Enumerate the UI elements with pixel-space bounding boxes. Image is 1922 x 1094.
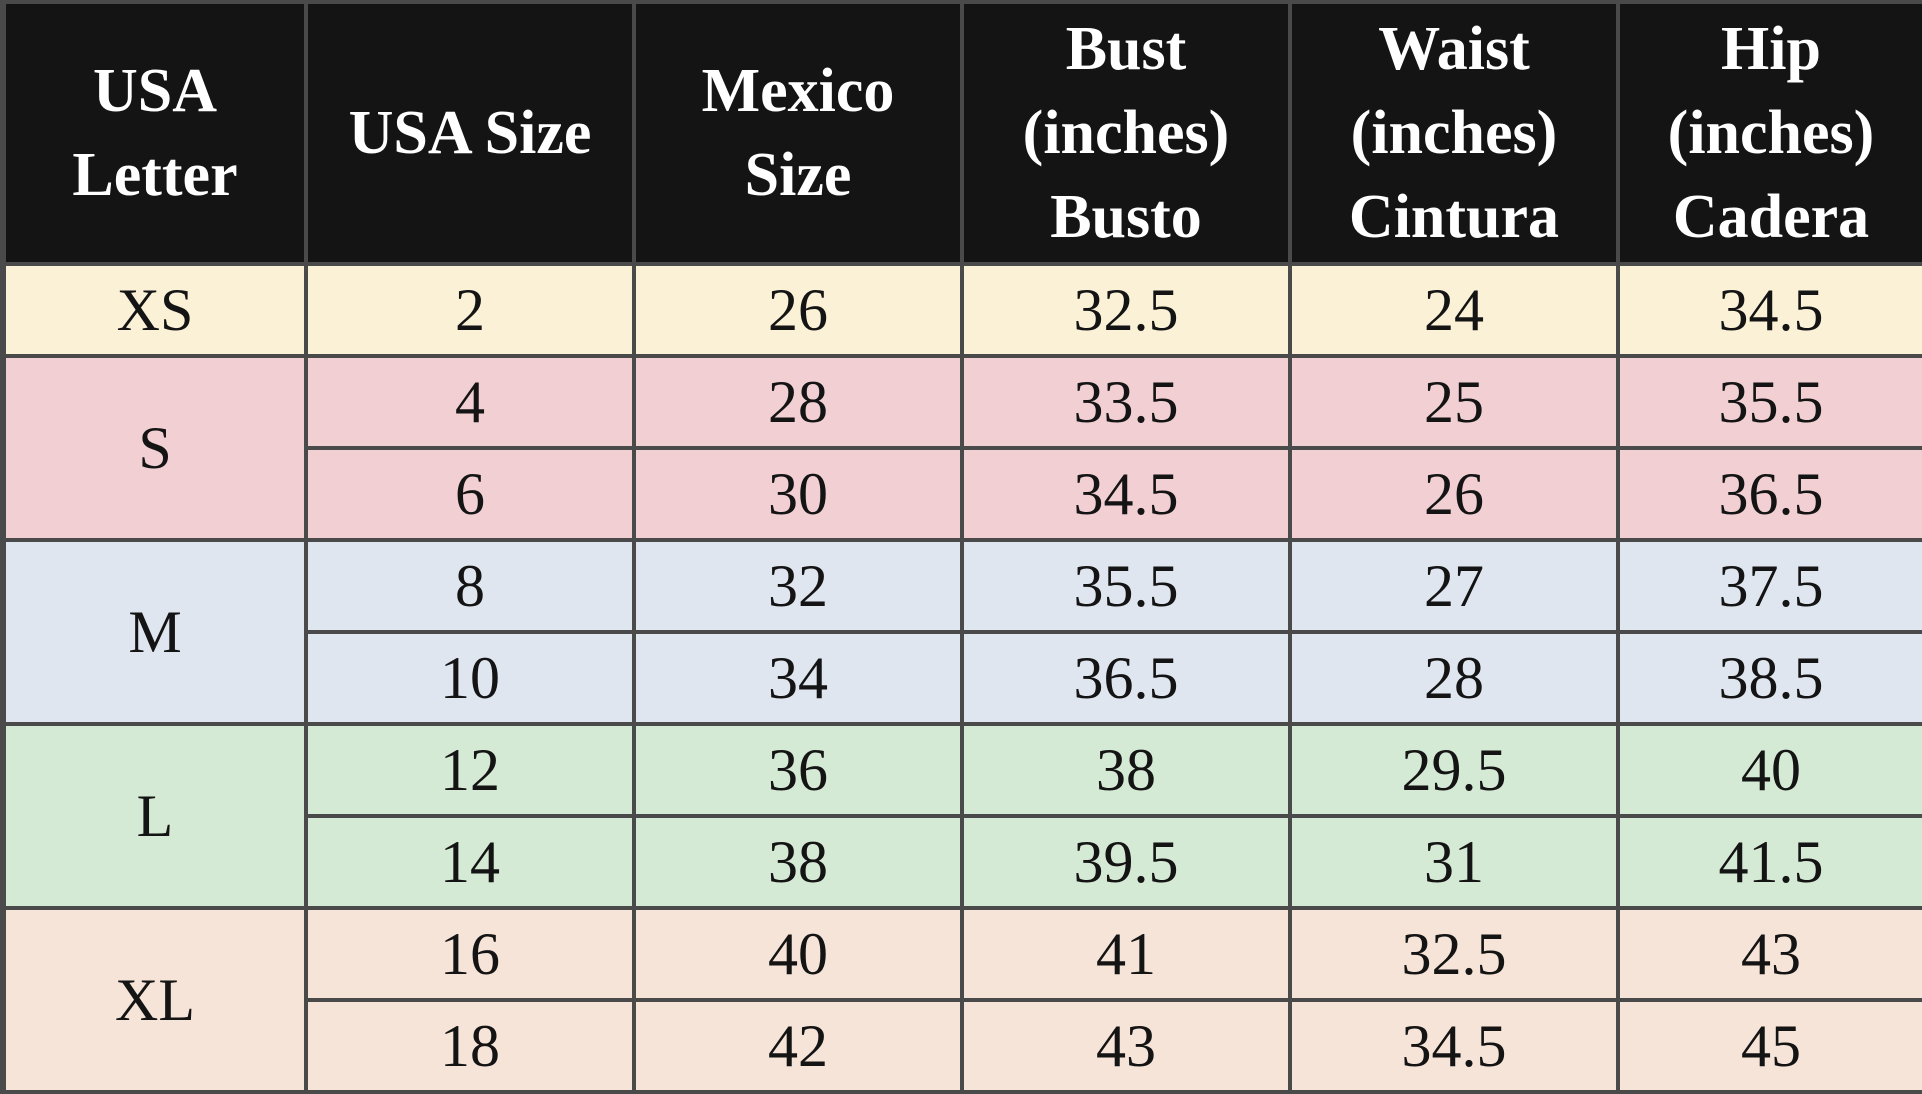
table-row: 6 30 34.5 26 36.5 — [6, 450, 1922, 542]
usa-size-cell: 14 — [308, 818, 636, 910]
bust-cell: 32.5 — [964, 266, 1292, 358]
waist-cell: 32.5 — [1292, 910, 1620, 1002]
bust-cell: 36.5 — [964, 634, 1292, 726]
header-usa-letter-line-1: USA — [92, 57, 218, 125]
usa-letter-cell: XS — [6, 266, 308, 358]
waist-cell: 29.5 — [1292, 726, 1620, 818]
header-bust-line-2: (inches) — [1022, 99, 1230, 167]
bust-cell: 38 — [964, 726, 1292, 818]
bust-cell: 43 — [964, 1002, 1292, 1094]
table-body: XS 2 26 32.5 24 34.5 S 4 28 33.5 25 35.5 6 30 34.5 26 36… — [6, 266, 1922, 1094]
header-mexico-size-line-2: Size — [744, 141, 852, 209]
table-row: M 8 32 35.5 27 37.5 — [6, 542, 1922, 726]
table-row: 14 38 39.5 31 41.5 — [6, 818, 1922, 910]
mexico-size-cell: 42 — [636, 1002, 964, 1094]
header-hip-line-2: (inches) — [1667, 99, 1875, 167]
header-bust-line-3: Busto — [1050, 183, 1202, 251]
hip-cell: 40 — [1620, 726, 1922, 818]
header-mexico-size: Mexico Size — [636, 4, 964, 266]
bust-cell: 34.5 — [964, 450, 1292, 542]
hip-cell: 45 — [1620, 1002, 1922, 1094]
usa-size-cell: 10 — [308, 634, 636, 726]
mexico-size-cell: 40 — [636, 910, 964, 1002]
mexico-size-cell: 38 — [636, 818, 964, 910]
hip-cell: 36.5 — [1620, 450, 1922, 542]
waist-cell: 26 — [1292, 450, 1620, 542]
usa-size-cell: 4 — [308, 358, 636, 450]
header-waist-line-3: Cintura — [1348, 183, 1560, 251]
header-row: USA Letter USA Size Mexico Size Bust (in… — [6, 4, 1922, 266]
header-mexico-size-line-1: Mexico — [701, 57, 895, 125]
waist-cell: 27 — [1292, 542, 1620, 634]
header-usa-size: USA Size — [308, 4, 636, 266]
table-row: S 4 28 33.5 25 35.5 — [6, 358, 1922, 542]
mexico-size-cell: 28 — [636, 358, 964, 450]
bust-cell: 33.5 — [964, 358, 1292, 450]
table-row: 10 34 36.5 28 38.5 — [6, 634, 1922, 726]
table-row: L 12 36 38 29.5 40 — [6, 726, 1922, 910]
header-waist-line-1: Waist — [1378, 15, 1530, 83]
usa-size-cell: 6 — [308, 450, 636, 542]
usa-letter-cell: M — [6, 542, 308, 726]
hip-cell: 34.5 — [1620, 266, 1922, 358]
mexico-size-cell: 34 — [636, 634, 964, 726]
waist-cell: 31 — [1292, 818, 1620, 910]
mexico-size-cell: 36 — [636, 726, 964, 818]
usa-size-cell: 16 — [308, 910, 636, 1002]
header-usa-letter: USA Letter — [6, 4, 308, 266]
usa-letter-cell: XL — [6, 910, 308, 1094]
waist-cell: 25 — [1292, 358, 1620, 450]
waist-cell: 28 — [1292, 634, 1620, 726]
hip-cell: 41.5 — [1620, 818, 1922, 910]
hip-cell: 35.5 — [1620, 358, 1922, 450]
header-usa-size-line-1: USA Size — [348, 99, 592, 167]
header-usa-letter-line-2: Letter — [72, 141, 238, 209]
size-chart-table: USA Letter USA Size Mexico Size Bust (in… — [6, 4, 1922, 1094]
usa-size-cell: 18 — [308, 1002, 636, 1094]
header-waist-line-2: (inches) — [1350, 99, 1558, 167]
header-bust: Bust (inches) Busto — [964, 4, 1292, 266]
usa-size-cell: 8 — [308, 542, 636, 634]
waist-cell: 34.5 — [1292, 1002, 1620, 1094]
hip-cell: 43 — [1620, 910, 1922, 1002]
usa-letter-cell: S — [6, 358, 308, 542]
usa-size-cell: 12 — [308, 726, 636, 818]
header-hip-line-1: Hip — [1721, 15, 1821, 83]
header-hip: Hip (inches) Cadera — [1620, 4, 1922, 266]
mexico-size-cell: 32 — [636, 542, 964, 634]
hip-cell: 38.5 — [1620, 634, 1922, 726]
table-row: XL 16 40 41 32.5 43 — [6, 910, 1922, 1094]
bust-cell: 41 — [964, 910, 1292, 1002]
bust-cell: 39.5 — [964, 818, 1292, 910]
waist-cell: 24 — [1292, 266, 1620, 358]
table-header: USA Letter USA Size Mexico Size Bust (in… — [6, 4, 1922, 266]
table-row: XS 2 26 32.5 24 34.5 — [6, 266, 1922, 358]
mexico-size-cell: 26 — [636, 266, 964, 358]
usa-size-cell: 2 — [308, 266, 636, 358]
hip-cell: 37.5 — [1620, 542, 1922, 634]
header-bust-line-1: Bust — [1065, 15, 1187, 83]
bust-cell: 35.5 — [964, 542, 1292, 634]
usa-letter-cell: L — [6, 726, 308, 910]
header-hip-line-3: Cadera — [1672, 183, 1870, 251]
mexico-size-cell: 30 — [636, 450, 964, 542]
header-waist: Waist (inches) Cintura — [1292, 4, 1620, 266]
